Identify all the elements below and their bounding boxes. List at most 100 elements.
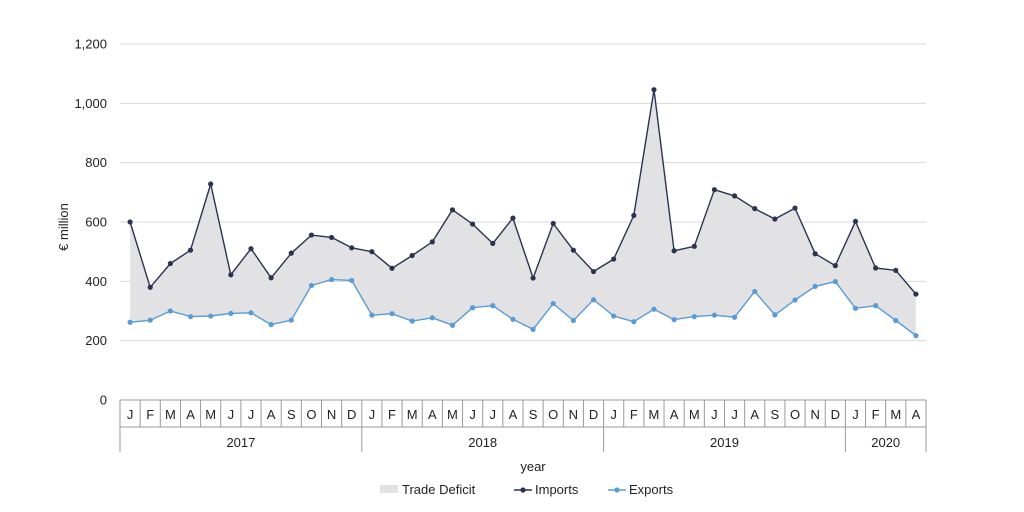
imports-point: [631, 212, 637, 219]
x-tick-label-year: 2018: [468, 435, 497, 450]
imports-point: [691, 243, 697, 249]
exports-point: [510, 316, 516, 322]
x-tick-label-month: F: [872, 407, 880, 422]
y-tick-label: 1,200: [74, 37, 107, 52]
series-layer: [127, 87, 919, 339]
exports-point: [429, 315, 435, 321]
x-tick-label-month: M: [890, 407, 901, 422]
legend-imports-marker: [520, 487, 526, 493]
x-tick-label-year: 2019: [710, 435, 739, 450]
x-tick-label-month: M: [407, 407, 418, 422]
exports-point: [711, 312, 718, 318]
exports-point: [167, 308, 173, 314]
exports-point: [308, 282, 315, 289]
imports-point: [208, 181, 214, 187]
legend-exports-marker: [614, 487, 620, 493]
imports-point: [711, 187, 718, 193]
exports-point: [852, 305, 859, 311]
x-tick-label-month: N: [569, 407, 578, 422]
exports-point: [752, 288, 758, 295]
y-tick-label: 1,000: [74, 96, 107, 111]
imports-point: [268, 275, 274, 281]
exports-point: [268, 322, 274, 328]
x-tick-label-month: J: [852, 407, 859, 422]
imports-point: [530, 275, 536, 281]
trade-deficit-area: [130, 89, 916, 336]
x-tick-label-month: F: [388, 407, 396, 422]
imports-point: [812, 251, 818, 257]
x-tick-label-month: D: [589, 407, 598, 422]
x-tick-label-month: M: [649, 407, 660, 422]
legend-imports-label: Imports: [535, 482, 579, 497]
imports-point: [772, 216, 778, 222]
imports-point: [731, 193, 738, 199]
imports-point: [409, 252, 415, 259]
x-tick-label-month: F: [630, 407, 638, 422]
imports-point: [228, 272, 234, 278]
exports-point: [913, 333, 919, 339]
exports-point: [691, 314, 697, 320]
exports-point: [288, 317, 294, 323]
exports-point: [147, 317, 153, 323]
exports-point: [409, 318, 415, 324]
exports-point: [449, 322, 456, 328]
exports-point: [812, 283, 818, 289]
imports-point: [893, 267, 899, 273]
x-tick-label-month: O: [790, 407, 800, 422]
x-tick-label-month: J: [127, 407, 134, 422]
x-tick-label-month: N: [327, 407, 336, 422]
exports-point: [651, 306, 657, 312]
imports-point: [349, 245, 355, 251]
exports-point: [590, 297, 597, 303]
imports-point: [147, 284, 153, 290]
x-tick-label-month: A: [670, 407, 679, 422]
imports-point: [369, 249, 375, 255]
x-tick-label-month: F: [146, 407, 154, 422]
imports-line: [129, 88, 917, 295]
x-tick-label-month: S: [529, 407, 538, 422]
legend-trade-deficit-swatch: [380, 485, 398, 493]
exports-point: [369, 312, 375, 318]
x-tick-label-month: M: [205, 407, 216, 422]
imports-point: [570, 247, 576, 253]
exports-point: [490, 303, 496, 309]
x-tick-label-month: A: [509, 407, 518, 422]
imports-point: [832, 263, 838, 269]
imports-point: [490, 240, 496, 246]
exports-point: [470, 305, 476, 311]
imports-point: [913, 291, 919, 297]
x-tick-label-month: S: [287, 407, 296, 422]
imports-point: [470, 221, 476, 227]
legend-trade-deficit-label: Trade Deficit: [402, 482, 476, 497]
imports-point: [167, 260, 173, 267]
x-tick-label-month: N: [810, 407, 819, 422]
x-tick-label-month: J: [228, 407, 235, 422]
x-tick-label-month: J: [469, 407, 476, 422]
exports-point: [570, 317, 576, 324]
exports-point: [550, 300, 556, 307]
imports-point: [328, 234, 335, 241]
imports-point: [449, 207, 456, 213]
exports-point: [349, 277, 355, 284]
x-tick-label-month: A: [750, 407, 759, 422]
exports-point: [611, 313, 617, 319]
x-tick-label-month: J: [711, 407, 718, 422]
exports-point: [731, 314, 738, 320]
exports-point: [832, 279, 838, 285]
imports-point: [389, 265, 395, 271]
x-tick-label-year: 2020: [871, 435, 900, 450]
x-tick-label-month: D: [347, 407, 356, 422]
imports-point: [510, 215, 516, 221]
exports-point: [127, 319, 133, 325]
exports-point: [671, 317, 677, 323]
x-tick-label-month: A: [428, 407, 437, 422]
y-tick-label: 800: [85, 155, 107, 170]
imports-point: [429, 239, 435, 245]
x-tick-label-month: M: [689, 407, 700, 422]
y-tick-label: 0: [100, 393, 107, 408]
imports-point: [792, 205, 798, 211]
x-tick-label-month: A: [912, 407, 921, 422]
exports-point: [228, 310, 234, 316]
x-tick-label-month: A: [186, 407, 195, 422]
